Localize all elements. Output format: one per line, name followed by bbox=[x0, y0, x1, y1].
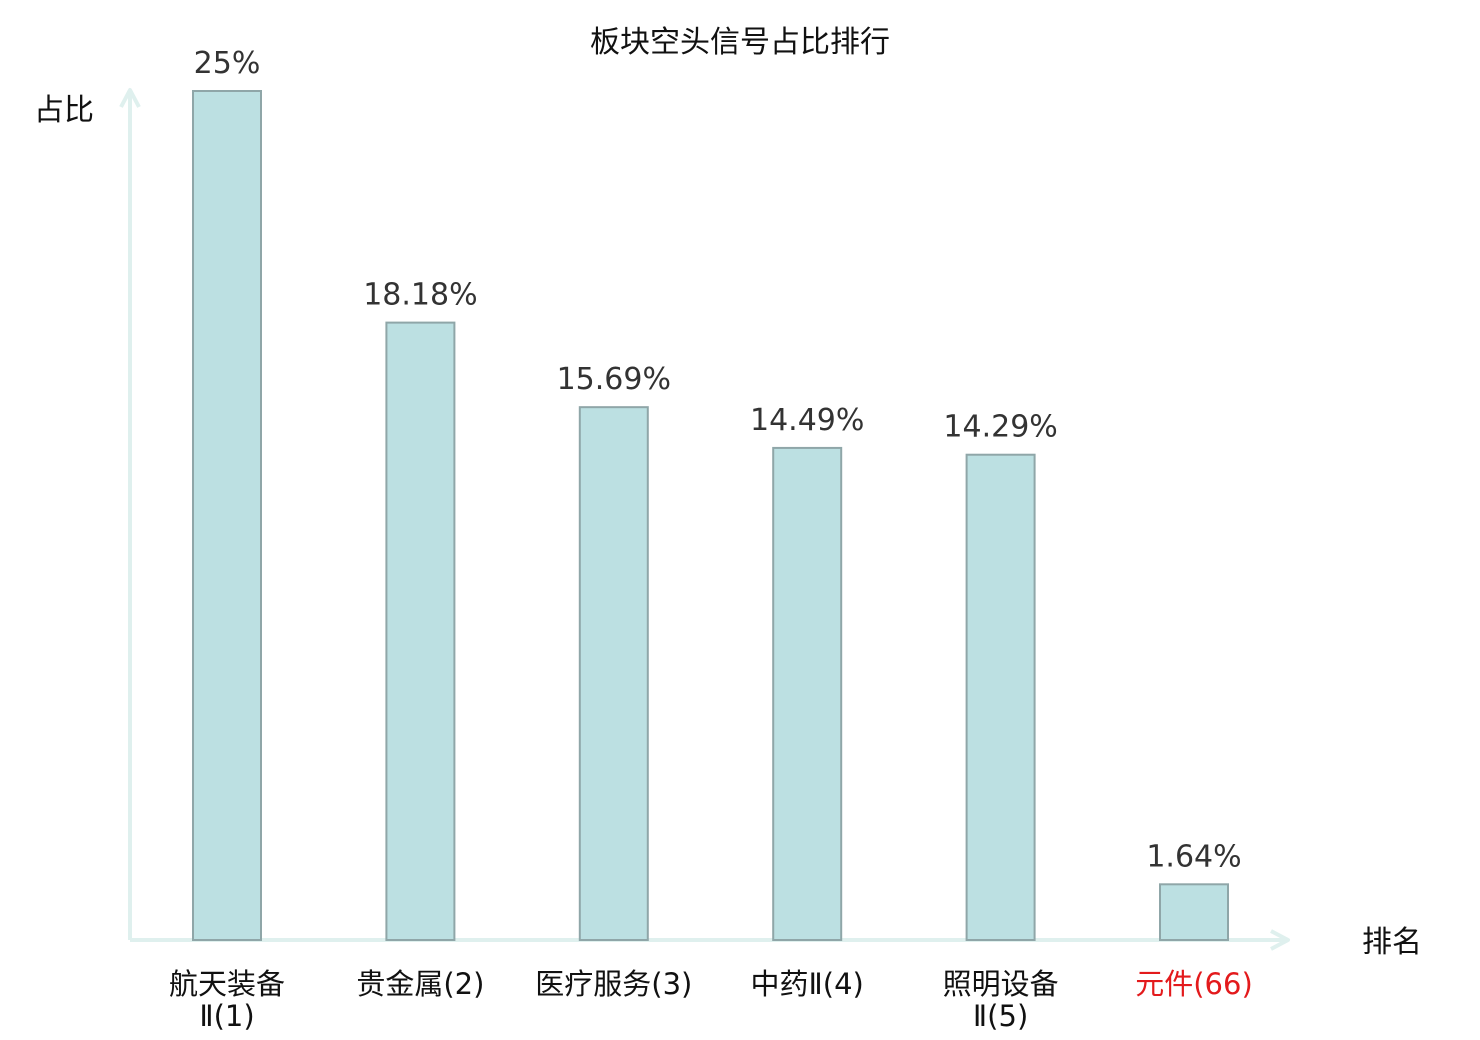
bar bbox=[1159, 883, 1229, 942]
axes bbox=[119, 88, 1290, 951]
category-label: 医疗服务(3) bbox=[535, 967, 692, 1001]
category-label: Ⅱ(1) bbox=[199, 999, 254, 1033]
category-label: 照明设备 bbox=[943, 967, 1059, 1001]
value-label: 1.64% bbox=[1146, 839, 1241, 874]
value-label: 25% bbox=[194, 46, 261, 81]
x-axis-label: 排名 bbox=[1362, 925, 1422, 960]
bar bbox=[578, 406, 649, 941]
value-label: 14.49% bbox=[750, 403, 864, 438]
category-label: 元件(66) bbox=[1135, 967, 1253, 1001]
y-axis-label: 占比 bbox=[34, 93, 94, 128]
bar bbox=[772, 446, 843, 941]
value-labels: 25% 18.18% 15.69% 14.49% 14.29% 1.64% bbox=[194, 46, 1242, 874]
category-label: Ⅱ(5) bbox=[973, 999, 1028, 1033]
category-label: 贵金属(2) bbox=[356, 967, 484, 1001]
value-label: 14.29% bbox=[943, 410, 1057, 445]
chart-title: 板块空头信号占比排行 bbox=[590, 25, 890, 60]
value-label: 18.18% bbox=[363, 278, 477, 313]
bars bbox=[192, 90, 1229, 942]
bar bbox=[192, 90, 262, 941]
category-label: 中药Ⅱ(4) bbox=[751, 967, 864, 1001]
category-label: 航天装备 bbox=[169, 967, 285, 1001]
x-axis-arrow-icon bbox=[1270, 929, 1290, 951]
bar bbox=[385, 321, 456, 942]
bar bbox=[965, 453, 1036, 941]
y-axis-arrow-icon bbox=[119, 88, 141, 108]
value-label: 15.69% bbox=[557, 362, 671, 397]
